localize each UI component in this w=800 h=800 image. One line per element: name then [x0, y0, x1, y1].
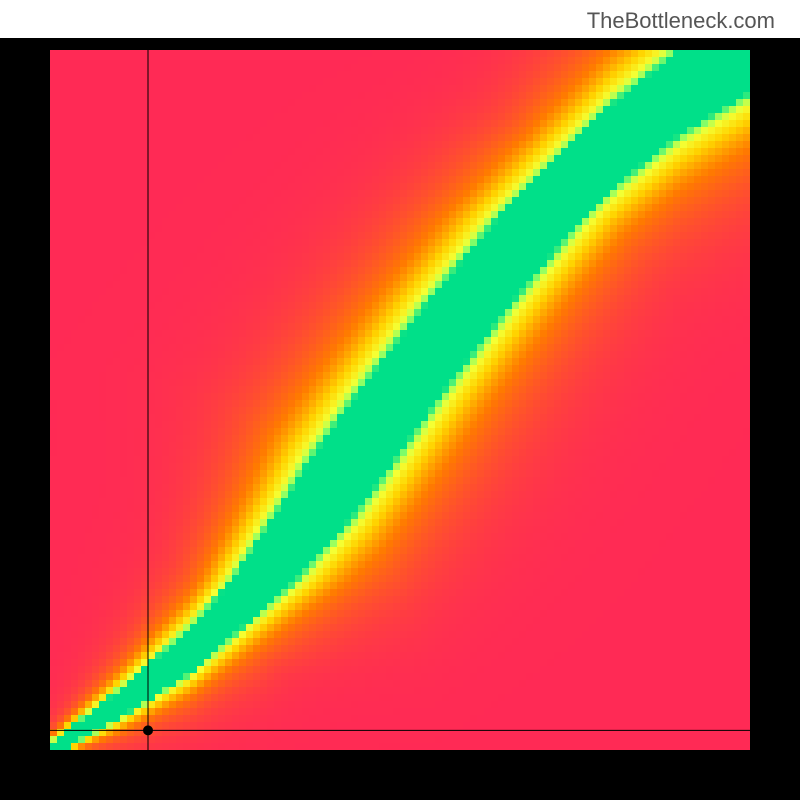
chart-container: TheBottleneck.com: [0, 0, 800, 800]
watermark-text: TheBottleneck.com: [587, 8, 775, 34]
marker-dot: [143, 725, 153, 735]
chart-overlay: [0, 0, 800, 800]
